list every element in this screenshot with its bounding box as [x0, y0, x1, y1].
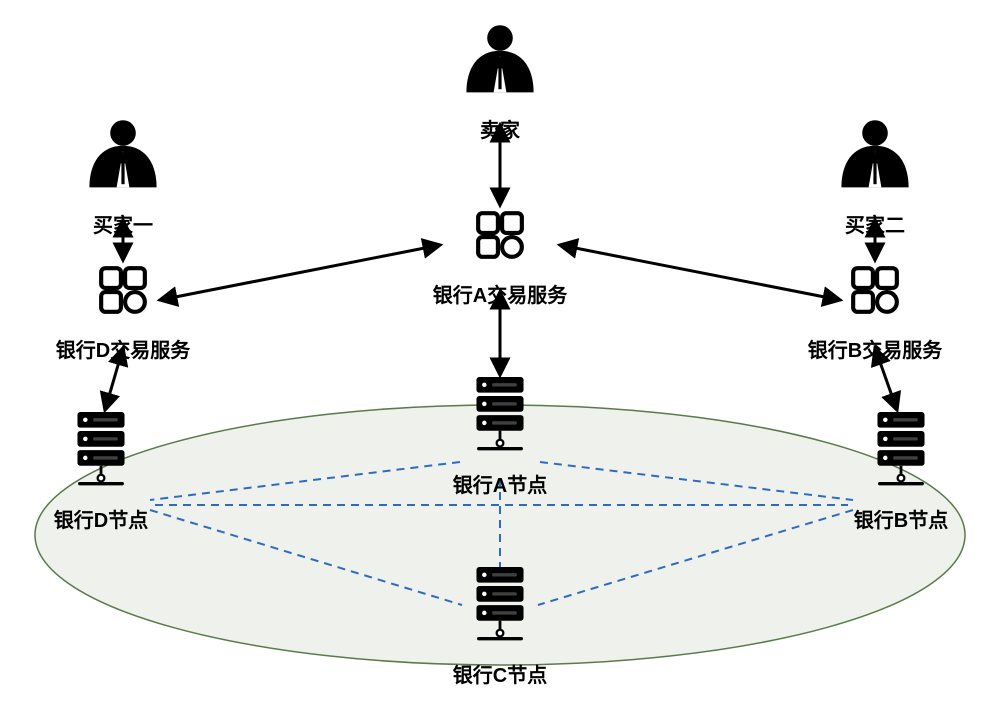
node-bankA-label: 银行A节点	[390, 469, 610, 498]
app-icon	[390, 209, 610, 261]
service-bankA-label: 银行A交易服务	[390, 279, 610, 308]
node-bankA: 银行A节点	[390, 377, 610, 453]
actor-seller: 卖家	[390, 22, 610, 98]
service-bankD: 银行D交易服务	[13, 264, 233, 316]
server-icon	[390, 567, 610, 643]
service-bankB-label: 银行B交易服务	[765, 334, 985, 363]
actor-buyer2: 买家二	[765, 117, 985, 193]
app-icon	[765, 264, 985, 316]
service-bankA: 银行A交易服务	[390, 209, 610, 261]
actor-buyer2-label: 买家二	[765, 209, 985, 238]
server-icon	[390, 377, 610, 453]
server-icon	[0, 412, 211, 488]
actor-seller-label: 卖家	[390, 114, 610, 143]
node-bankD: 银行D节点	[0, 412, 211, 488]
node-bankB: 银行B节点	[791, 412, 1000, 488]
service-bankB: 银行B交易服务	[765, 264, 985, 316]
server-icon	[791, 412, 1000, 488]
person-icon	[13, 117, 233, 193]
app-icon	[13, 264, 233, 316]
actor-buyer1: 买家一	[13, 117, 233, 193]
person-icon	[765, 117, 985, 193]
person-icon	[390, 22, 610, 98]
node-bankB-label: 银行B节点	[791, 504, 1000, 533]
node-bankD-label: 银行D节点	[0, 504, 211, 533]
node-bankC: 银行C节点	[390, 567, 610, 643]
node-bankC-label: 银行C节点	[390, 659, 610, 688]
service-bankD-label: 银行D交易服务	[13, 334, 233, 363]
actor-buyer1-label: 买家一	[13, 209, 233, 238]
